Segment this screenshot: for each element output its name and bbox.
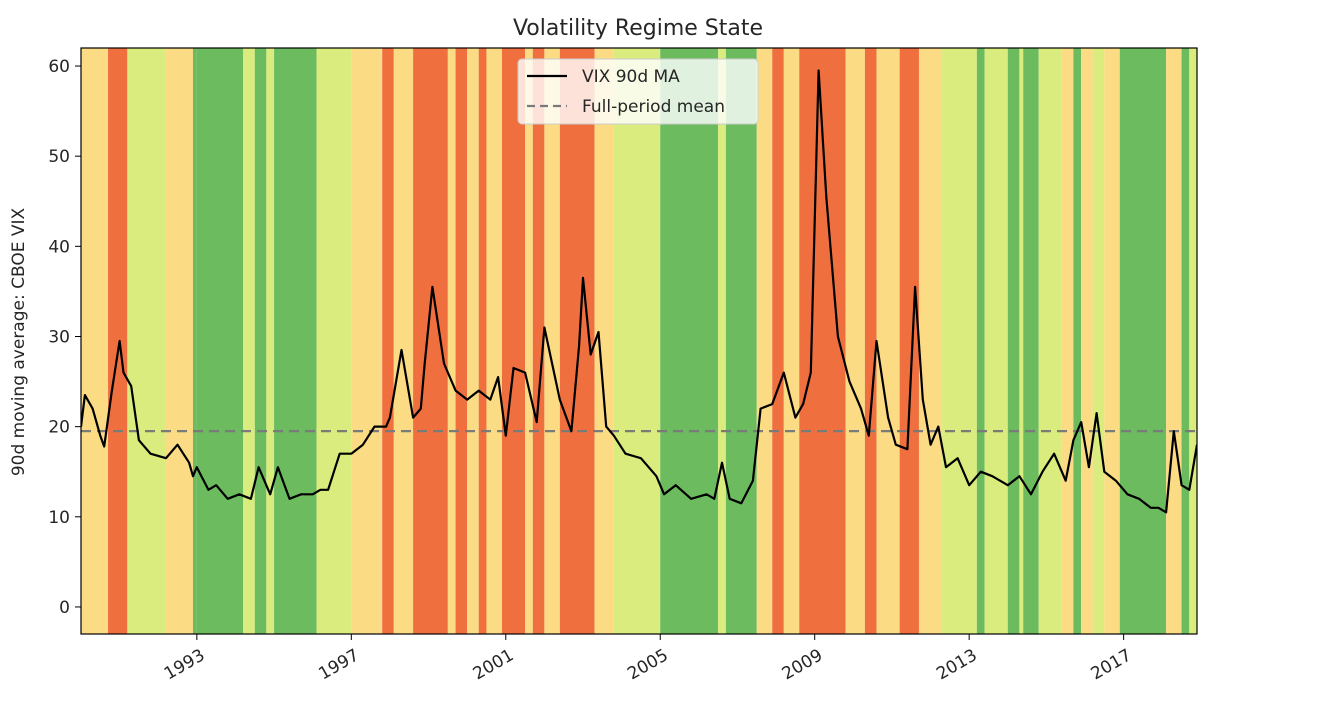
regime-band-31 [772,48,784,634]
regime-band-8 [266,48,275,634]
regime-band-53 [1181,48,1190,634]
regime-band-28 [718,48,726,634]
x-tick-label-2009: 2009 [779,645,826,684]
regime-band-42 [1007,48,1020,634]
regime-band-49 [1092,48,1105,634]
y-axis-label: 90d moving average: CBOE VIX [9,207,29,476]
regime-band-35 [864,48,877,634]
regime-band-10 [316,48,352,634]
regime-band-39 [942,48,977,634]
legend-label-0: VIX 90d MA [582,67,680,87]
regime-band-16 [455,48,468,634]
regime-band-2 [127,48,166,634]
regime-band-45 [1038,48,1062,634]
regime-band-46 [1061,48,1074,634]
regime-band-25 [594,48,614,634]
regime-band-38 [918,48,943,634]
regime-band-36 [876,48,900,634]
y-tick-label-40: 40 [48,237,70,257]
regime-band-26 [613,48,661,634]
regime-band-15 [447,48,456,634]
regime-band-32 [783,48,800,634]
regime-band-3 [165,48,193,634]
regime-band-54 [1189,48,1197,634]
regime-band-13 [393,48,414,634]
x-tick-label-1997: 1997 [315,645,362,684]
regime-band-1 [108,48,128,634]
regime-band-4 [192,48,197,634]
regime-band-29 [725,48,757,634]
legend-box [517,58,759,125]
regime-band-43 [1019,48,1024,634]
regime-band-51 [1119,48,1167,634]
regime-band-21 [525,48,533,634]
y-tick-label-30: 30 [48,327,70,347]
regime-band-19 [486,48,502,634]
regime-band-5 [196,48,244,634]
regime-band-50 [1104,48,1120,634]
regime-band-22 [532,48,545,634]
y-tick-label-20: 20 [48,418,70,438]
regime-band-41 [984,48,1008,634]
x-tick-label-2005: 2005 [624,645,671,684]
x-tick-label-2017: 2017 [1088,645,1135,684]
y-tick-label-0: 0 [59,598,70,618]
regime-band-34 [845,48,865,634]
x-tick-label-1993: 1993 [161,645,208,684]
chart-title: Volatility Regime State [513,16,763,41]
x-tick-label-2013: 2013 [933,645,980,684]
regime-band-9 [274,48,317,634]
regime-band-48 [1081,48,1093,634]
regime-band-6 [243,48,255,634]
regime-band-14 [413,48,448,634]
regime-band-20 [501,48,526,634]
regime-band-11 [351,48,383,634]
regime-band-47 [1073,48,1082,634]
y-tick-label-60: 60 [48,57,70,77]
series-vix-90d-ma [81,69,1197,514]
legend-label-1: Full-period mean [582,97,725,117]
regime-band-30 [756,48,773,634]
regime-band-44 [1023,48,1039,634]
x-tick-label-2001: 2001 [470,645,517,684]
regime-band-37 [899,48,919,634]
regime-band-17 [467,48,479,634]
x-axis: 1993 1997 2001 2005 2009 2013 2017 [161,634,1135,684]
regime-band-7 [254,48,267,634]
regime-band-12 [382,48,394,634]
regime-band-0 [81,48,109,634]
y-axis: 0 10 20 30 40 50 60 [48,57,81,618]
y-tick-label-10: 10 [48,508,70,528]
y-tick-label-50: 50 [48,147,70,167]
series-lines [81,69,1197,514]
regime-bands [81,48,1197,634]
regime-band-52 [1166,48,1182,634]
regime-band-27 [660,48,719,634]
plot-frame [80,47,1198,635]
regime-band-40 [976,48,985,634]
legend: VIX 90d MA Full-period mean [517,58,759,125]
regime-band-18 [478,48,487,634]
regime-band-23 [544,48,560,634]
